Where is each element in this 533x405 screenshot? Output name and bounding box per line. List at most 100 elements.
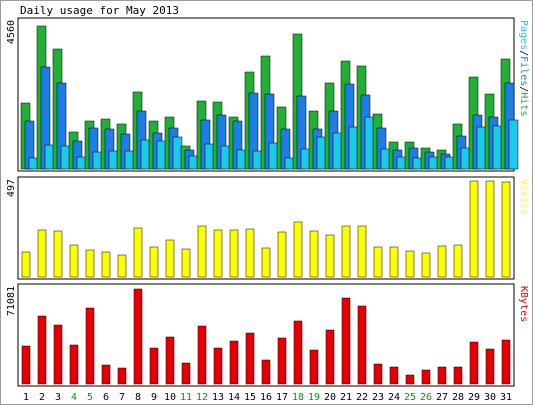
bar-top-pages-day-20 <box>332 132 343 170</box>
bar-top-pages-day-16 <box>268 142 279 170</box>
bar-bottom-kbytes-day-15 <box>245 332 255 385</box>
bar-top-pages-day-24 <box>396 156 407 170</box>
bar-middle-visits-day-18 <box>293 221 303 278</box>
legend-entry-kbytes: KBytes <box>518 286 529 322</box>
bar-middle-visits-day-12 <box>197 225 207 278</box>
x-tick-label-day-23: 23 <box>372 392 384 403</box>
x-tick-label-day-21: 21 <box>340 392 352 403</box>
x-tick-label-day-25: 25 <box>404 392 416 403</box>
x-tick-label-day-11: 11 <box>180 392 192 403</box>
bar-top-pages-day-3 <box>60 145 71 170</box>
bar-middle-visits-day-10 <box>165 239 175 278</box>
bar-bottom-kbytes-day-31 <box>501 339 511 385</box>
bar-middle-visits-day-7 <box>117 254 127 278</box>
x-tick-label-day-26: 26 <box>420 392 432 403</box>
bar-top-pages-day-11 <box>188 155 199 170</box>
bar-bottom-kbytes-day-9 <box>149 347 159 385</box>
bar-middle-visits-day-28 <box>453 244 463 278</box>
bar-middle-visits-day-25 <box>405 250 415 278</box>
bar-top-pages-day-28 <box>460 147 471 170</box>
bar-bottom-kbytes-day-19 <box>309 349 319 385</box>
x-tick-label-day-1: 1 <box>23 392 29 403</box>
bar-middle-visits-day-9 <box>149 246 159 278</box>
bar-middle-visits-day-14 <box>229 229 239 278</box>
bar-bottom-kbytes-day-8 <box>133 288 143 385</box>
legend-entry-pages: Pages <box>518 20 529 50</box>
x-tick-label-day-22: 22 <box>356 392 368 403</box>
x-tick-label-day-2: 2 <box>39 392 45 403</box>
bar-middle-visits-day-20 <box>325 234 335 278</box>
x-tick-label-day-28: 28 <box>452 392 464 403</box>
bar-middle-visits-day-15 <box>245 228 255 278</box>
bar-middle-visits-day-2 <box>37 229 47 278</box>
x-tick-label-day-7: 7 <box>119 392 125 403</box>
bar-bottom-kbytes-day-14 <box>229 340 239 385</box>
bar-top-pages-day-1 <box>28 157 39 170</box>
bar-top-pages-day-9 <box>156 140 167 170</box>
bar-top-pages-day-12 <box>204 143 215 170</box>
bar-top-pages-day-4 <box>76 156 87 170</box>
bar-middle-visits-day-26 <box>421 252 431 278</box>
x-tick-label-day-5: 5 <box>87 392 93 403</box>
x-tick-label-day-17: 17 <box>276 392 288 403</box>
bar-middle-visits-day-5 <box>85 249 95 278</box>
bar-bottom-kbytes-day-28 <box>453 366 463 385</box>
x-tick-label-day-16: 16 <box>260 392 272 403</box>
bar-bottom-kbytes-day-20 <box>325 329 335 385</box>
bar-top-pages-day-25 <box>412 157 423 170</box>
bar-bottom-kbytes-day-7 <box>117 367 127 385</box>
bar-middle-visits-day-30 <box>485 180 495 278</box>
x-tick-label-day-15: 15 <box>244 392 256 403</box>
x-tick-label-day-6: 6 <box>103 392 109 403</box>
bar-top-pages-day-18 <box>300 148 311 170</box>
bar-middle-visits-day-31 <box>501 181 511 278</box>
bar-middle-visits-day-3 <box>53 230 63 278</box>
bar-top-pages-day-13 <box>220 145 231 170</box>
bar-bottom-kbytes-day-11 <box>181 362 191 385</box>
bar-bottom-kbytes-day-26 <box>421 369 431 385</box>
bar-bottom-kbytes-day-3 <box>53 324 63 385</box>
panel-legend-middle: Visits <box>518 179 529 215</box>
bar-top-pages-day-14 <box>236 149 247 170</box>
legend-entry-files: Files <box>518 56 529 86</box>
bar-bottom-kbytes-day-13 <box>213 347 223 385</box>
bar-bottom-kbytes-day-12 <box>197 325 207 385</box>
x-tick-label-day-24: 24 <box>388 392 400 403</box>
bar-top-pages-day-7 <box>124 150 135 170</box>
x-tick-label-day-18: 18 <box>292 392 304 403</box>
x-tick-label-day-30: 30 <box>484 392 496 403</box>
bar-bottom-kbytes-day-4 <box>69 344 79 385</box>
bar-middle-visits-day-8 <box>133 227 143 278</box>
x-tick-label-day-14: 14 <box>228 392 240 403</box>
bar-middle-visits-day-22 <box>357 225 367 278</box>
bar-middle-visits-day-29 <box>469 180 479 278</box>
bar-middle-visits-day-13 <box>213 229 223 278</box>
legend-separator: / <box>518 86 529 92</box>
bar-top-pages-day-27 <box>444 156 455 170</box>
bar-bottom-kbytes-day-10 <box>165 336 175 385</box>
bar-bottom-kbytes-day-29 <box>469 341 479 385</box>
bar-top-pages-day-15 <box>252 150 263 170</box>
x-tick-label-day-9: 9 <box>151 392 157 403</box>
x-tick-label-day-8: 8 <box>135 392 141 403</box>
bar-middle-visits-day-19 <box>309 230 319 278</box>
bar-bottom-kbytes-day-25 <box>405 374 415 385</box>
bar-middle-visits-day-11 <box>181 248 191 278</box>
bar-bottom-kbytes-day-24 <box>389 366 399 385</box>
x-tick-label-day-3: 3 <box>55 392 61 403</box>
bar-bottom-kbytes-day-1 <box>21 345 31 385</box>
bar-top-pages-day-29 <box>476 126 487 170</box>
legend-entry-visits: Visits <box>518 179 529 215</box>
bar-middle-visits-day-16 <box>261 247 271 278</box>
bar-bottom-kbytes-day-5 <box>85 307 95 385</box>
bar-middle-visits-day-1 <box>21 251 31 278</box>
bar-middle-visits-day-23 <box>373 246 383 278</box>
bar-top-pages-day-31 <box>508 119 519 170</box>
bar-top-pages-day-17 <box>284 157 295 170</box>
panel-legend-top: Pages/Files/Hits <box>518 20 529 116</box>
bar-bottom-kbytes-day-6 <box>101 364 111 385</box>
legend-separator: / <box>518 50 529 56</box>
bar-middle-visits-day-21 <box>341 225 351 278</box>
bar-top-pages-day-10 <box>172 136 183 170</box>
